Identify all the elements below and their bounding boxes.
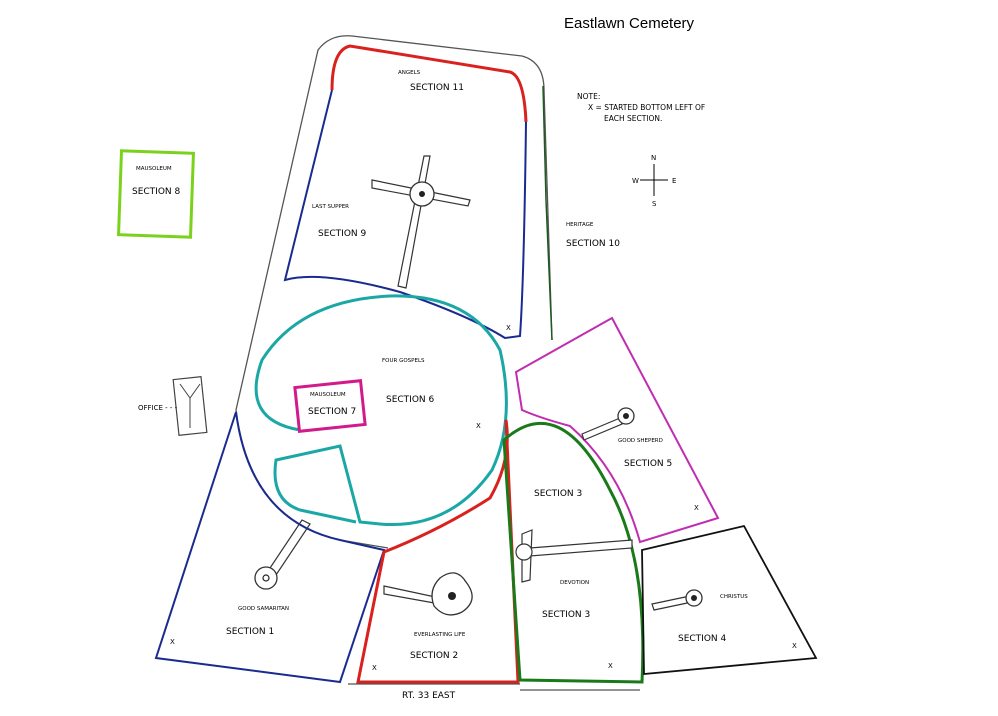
- compass-n: N: [651, 154, 656, 162]
- section-8-label: SECTION 8: [132, 187, 181, 197]
- start-marker-s5: X: [694, 504, 699, 512]
- section-3b-feature: DEVOTION: [560, 580, 589, 586]
- compass-s: S: [652, 200, 657, 208]
- section-6-boundary[interactable]: [254, 294, 508, 527]
- outer-road-boundary: [235, 35, 553, 411]
- section-11-label: SECTION 11: [410, 83, 464, 93]
- compass-e: E: [672, 177, 676, 185]
- section-2-label: SECTION 2: [410, 651, 458, 661]
- compass-w: W: [632, 177, 639, 185]
- everlasting-life-walkway: [383, 572, 473, 616]
- office-label: OFFICE - - -: [138, 404, 178, 412]
- start-marker-s3: X: [608, 662, 613, 670]
- note-heading: NOTE:: [577, 92, 600, 101]
- section-7-label: SECTION 7: [308, 407, 356, 417]
- section-3b-label: SECTION 3: [542, 610, 590, 620]
- compass-rose: N S E W: [632, 154, 676, 208]
- section-4-feature: CHRISTUS: [720, 594, 748, 600]
- start-marker-s9: X: [506, 324, 511, 332]
- section-10-boundary[interactable]: [542, 85, 553, 341]
- section-10-feature: HERITAGE: [566, 222, 594, 228]
- section-7-feature: MAUSOLEUM: [310, 392, 346, 398]
- section-8-boundary[interactable]: [117, 149, 195, 239]
- section-11-boundary[interactable]: [330, 44, 528, 123]
- road-label: RT. 33 EAST: [402, 691, 456, 701]
- section-2-boundary[interactable]: [356, 419, 520, 684]
- section-5-feature: GOOD SHEPERD: [618, 438, 663, 444]
- section-4-label: SECTION 4: [678, 634, 727, 644]
- section-4-boundary[interactable]: [641, 524, 818, 675]
- devotion-walkway: [515, 529, 633, 583]
- map-title: Eastlawn Cemetery: [564, 15, 695, 32]
- road-bottom-edge: [348, 683, 640, 691]
- section-8-feature: MAUSOLEUM: [136, 166, 172, 172]
- good-shepherd-walkway: [581, 417, 623, 441]
- section-9-feature: LAST SUPPER: [312, 204, 349, 210]
- section-1-feature: GOOD SAMARITAN: [238, 606, 289, 612]
- section-11-feature: ANGELS: [398, 70, 421, 76]
- section-9-boundary[interactable]: [283, 89, 527, 340]
- office-building: [172, 376, 208, 436]
- section-5-boundary[interactable]: [514, 316, 720, 544]
- start-marker-s4: X: [792, 642, 797, 650]
- section-5-label: SECTION 5: [624, 459, 672, 469]
- section-2-feature: EVERLASTING LIFE: [414, 632, 466, 638]
- start-marker-s1: X: [170, 638, 175, 646]
- section-1-label: SECTION 1: [226, 627, 274, 637]
- section-7-boundary[interactable]: [293, 379, 367, 433]
- section-1-boundary[interactable]: [154, 411, 386, 684]
- start-marker-s2: X: [372, 664, 377, 672]
- note-line-2: EACH SECTION.: [604, 114, 662, 123]
- start-marker-s6: X: [476, 422, 481, 430]
- section-6-feature: FOUR GOSPELS: [382, 358, 425, 364]
- section-6-label: SECTION 6: [386, 395, 435, 405]
- section-10-label: SECTION 10: [566, 239, 620, 249]
- section-9-label: SECTION 9: [318, 229, 367, 239]
- section-3a-label: SECTION 3: [534, 489, 582, 499]
- note-line-1: X = STARTED BOTTOM LEFT OF: [588, 103, 705, 112]
- last-supper-cross-walkway: [371, 155, 471, 289]
